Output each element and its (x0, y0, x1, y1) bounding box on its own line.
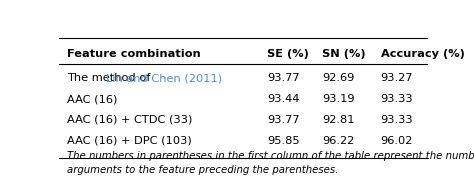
Text: Lin and Chen (2011): Lin and Chen (2011) (106, 73, 222, 83)
Text: SE (%): SE (%) (267, 49, 309, 59)
Text: 93.33: 93.33 (381, 115, 413, 125)
Text: 93.44: 93.44 (267, 94, 299, 104)
Text: 93.19: 93.19 (322, 94, 355, 104)
Text: AAC (16) + DPC (103): AAC (16) + DPC (103) (66, 136, 191, 146)
Text: 96.02: 96.02 (381, 136, 413, 146)
Text: 96.22: 96.22 (322, 136, 354, 146)
Text: 95.85: 95.85 (267, 136, 300, 146)
Text: AAC (16) + CTDC (33): AAC (16) + CTDC (33) (66, 115, 192, 125)
Text: 93.27: 93.27 (381, 73, 413, 83)
Text: 92.81: 92.81 (322, 115, 355, 125)
Text: The method of: The method of (66, 73, 154, 83)
Text: arguments to the feature preceding the parentheses.: arguments to the feature preceding the p… (66, 165, 338, 175)
Text: Feature combination: Feature combination (66, 49, 201, 59)
Text: The numbers in parentheses in the first column of the table represent the number: The numbers in parentheses in the first … (66, 151, 474, 161)
Text: SN (%): SN (%) (322, 49, 365, 59)
Text: AAC (16): AAC (16) (66, 94, 117, 104)
Text: 92.69: 92.69 (322, 73, 354, 83)
Text: 93.33: 93.33 (381, 94, 413, 104)
Text: Accuracy (%): Accuracy (%) (381, 49, 465, 59)
Text: 93.77: 93.77 (267, 115, 300, 125)
Text: 93.77: 93.77 (267, 73, 300, 83)
